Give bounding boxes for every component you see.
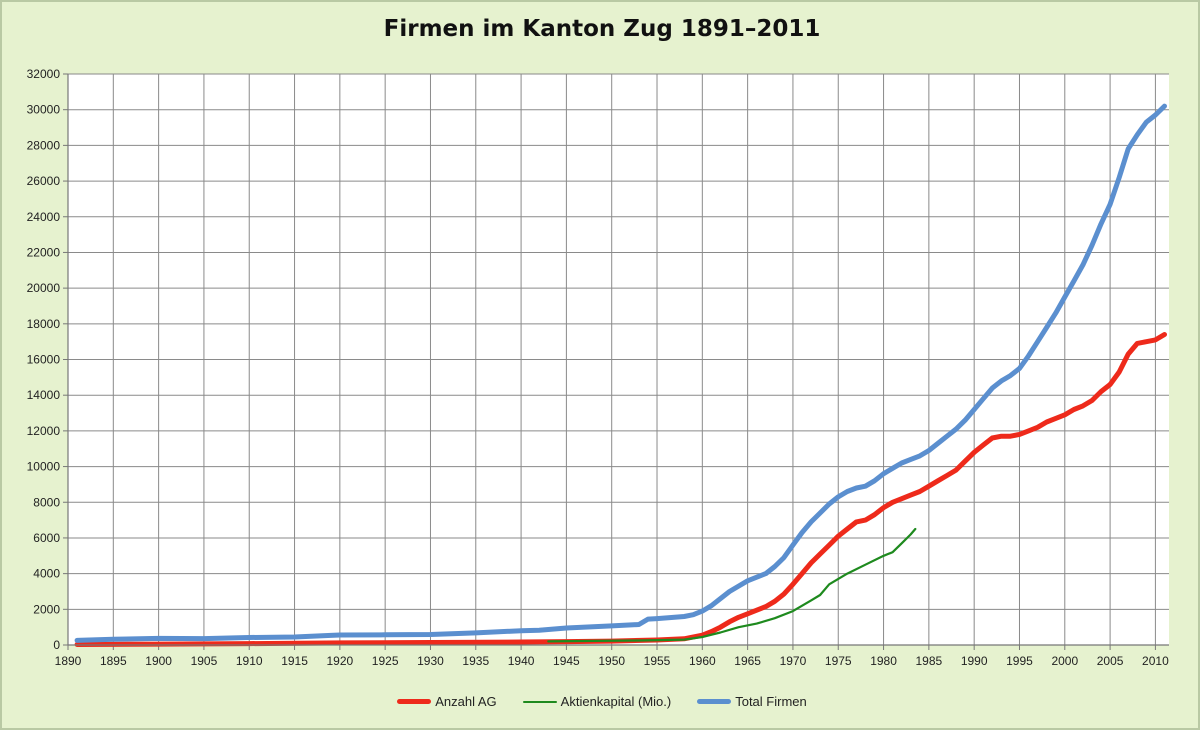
chart-title: Firmen im Kanton Zug 1891–2011 [383,16,821,42]
x-tick-label: 1895 [100,654,127,668]
x-tick-label: 1980 [870,654,897,668]
x-tick-label: 1915 [281,654,308,668]
x-tick-label: 1920 [327,654,354,668]
legend-label: Total Firmen [735,694,807,709]
series-line-anzahl-ag [74,332,1167,647]
legend-swatch-total-firmen [697,699,732,704]
legend-item-aktienkapital: Aktienkapital (Mio.) [522,694,672,709]
y-tick-label: 28000 [27,138,61,152]
x-tick-label: 1950 [598,654,625,668]
y-tick-label: 4000 [33,567,60,581]
y-axis-ticks: 0 2000 4000 6000 8000 10000 12000 14000 16000 180… [27,67,68,652]
x-axis-ticks: 1890 1895 1900 1905 1910 1915 1920 1925 1930 1935… [55,645,1169,668]
y-tick-label: 30000 [27,103,61,117]
y-tick-label: 14000 [27,388,61,402]
y-tick-label: 12000 [27,424,61,438]
x-tick-label: 1930 [417,654,444,668]
y-tick-label: 8000 [33,495,60,509]
x-tick-label: 1955 [644,654,671,668]
legend-label: Anzahl AG [435,694,497,709]
x-tick-label: 1900 [145,654,172,668]
x-tick-label: 1965 [734,654,761,668]
x-tick-label: 1975 [825,654,852,668]
y-tick-label: 20000 [27,281,61,295]
x-tick-label: 1960 [689,654,716,668]
x-tick-label: 2010 [1142,654,1169,668]
x-tick-label: 1925 [372,654,399,668]
x-tick-label: 1990 [961,654,988,668]
y-tick-label: 6000 [33,531,60,545]
y-tick-label: 24000 [27,210,61,224]
y-tick-label: 16000 [27,353,61,367]
y-tick-label: 10000 [27,460,61,474]
legend-item-anzahl-ag: Anzahl AG [397,694,497,709]
series-line-aktienkapital-mio [547,527,917,643]
legend-swatch-anzahl-ag [397,699,432,704]
y-tick-label: 18000 [27,317,61,331]
legend-item-total-firmen: Total Firmen [697,694,807,709]
x-tick-label: 2005 [1097,654,1124,668]
x-tick-label: 1985 [916,654,943,668]
x-tick-label: 1935 [462,654,489,668]
legend-swatch-aktienkapital [522,700,557,703]
x-tick-label: 1910 [236,654,263,668]
x-tick-label: 1890 [55,654,82,668]
x-tick-label: 1905 [191,654,218,668]
x-tick-label: 1995 [1006,654,1033,668]
legend: Anzahl AG Aktienkapital (Mio.) Total Fir… [2,694,1200,709]
y-tick-label: 0 [53,638,60,652]
series-line-total-firmen [74,103,1167,643]
legend-label: Aktienkapital (Mio.) [560,694,672,709]
y-tick-label: 26000 [27,174,61,188]
x-tick-label: 1940 [508,654,535,668]
x-tick-label: 2000 [1051,654,1078,668]
y-tick-label: 32000 [27,67,61,81]
series-lines [74,103,1167,647]
x-tick-label: 1945 [553,654,580,668]
y-tick-label: 22000 [27,245,61,259]
y-tick-label: 2000 [33,602,60,616]
x-tick-label: 1970 [780,654,807,668]
